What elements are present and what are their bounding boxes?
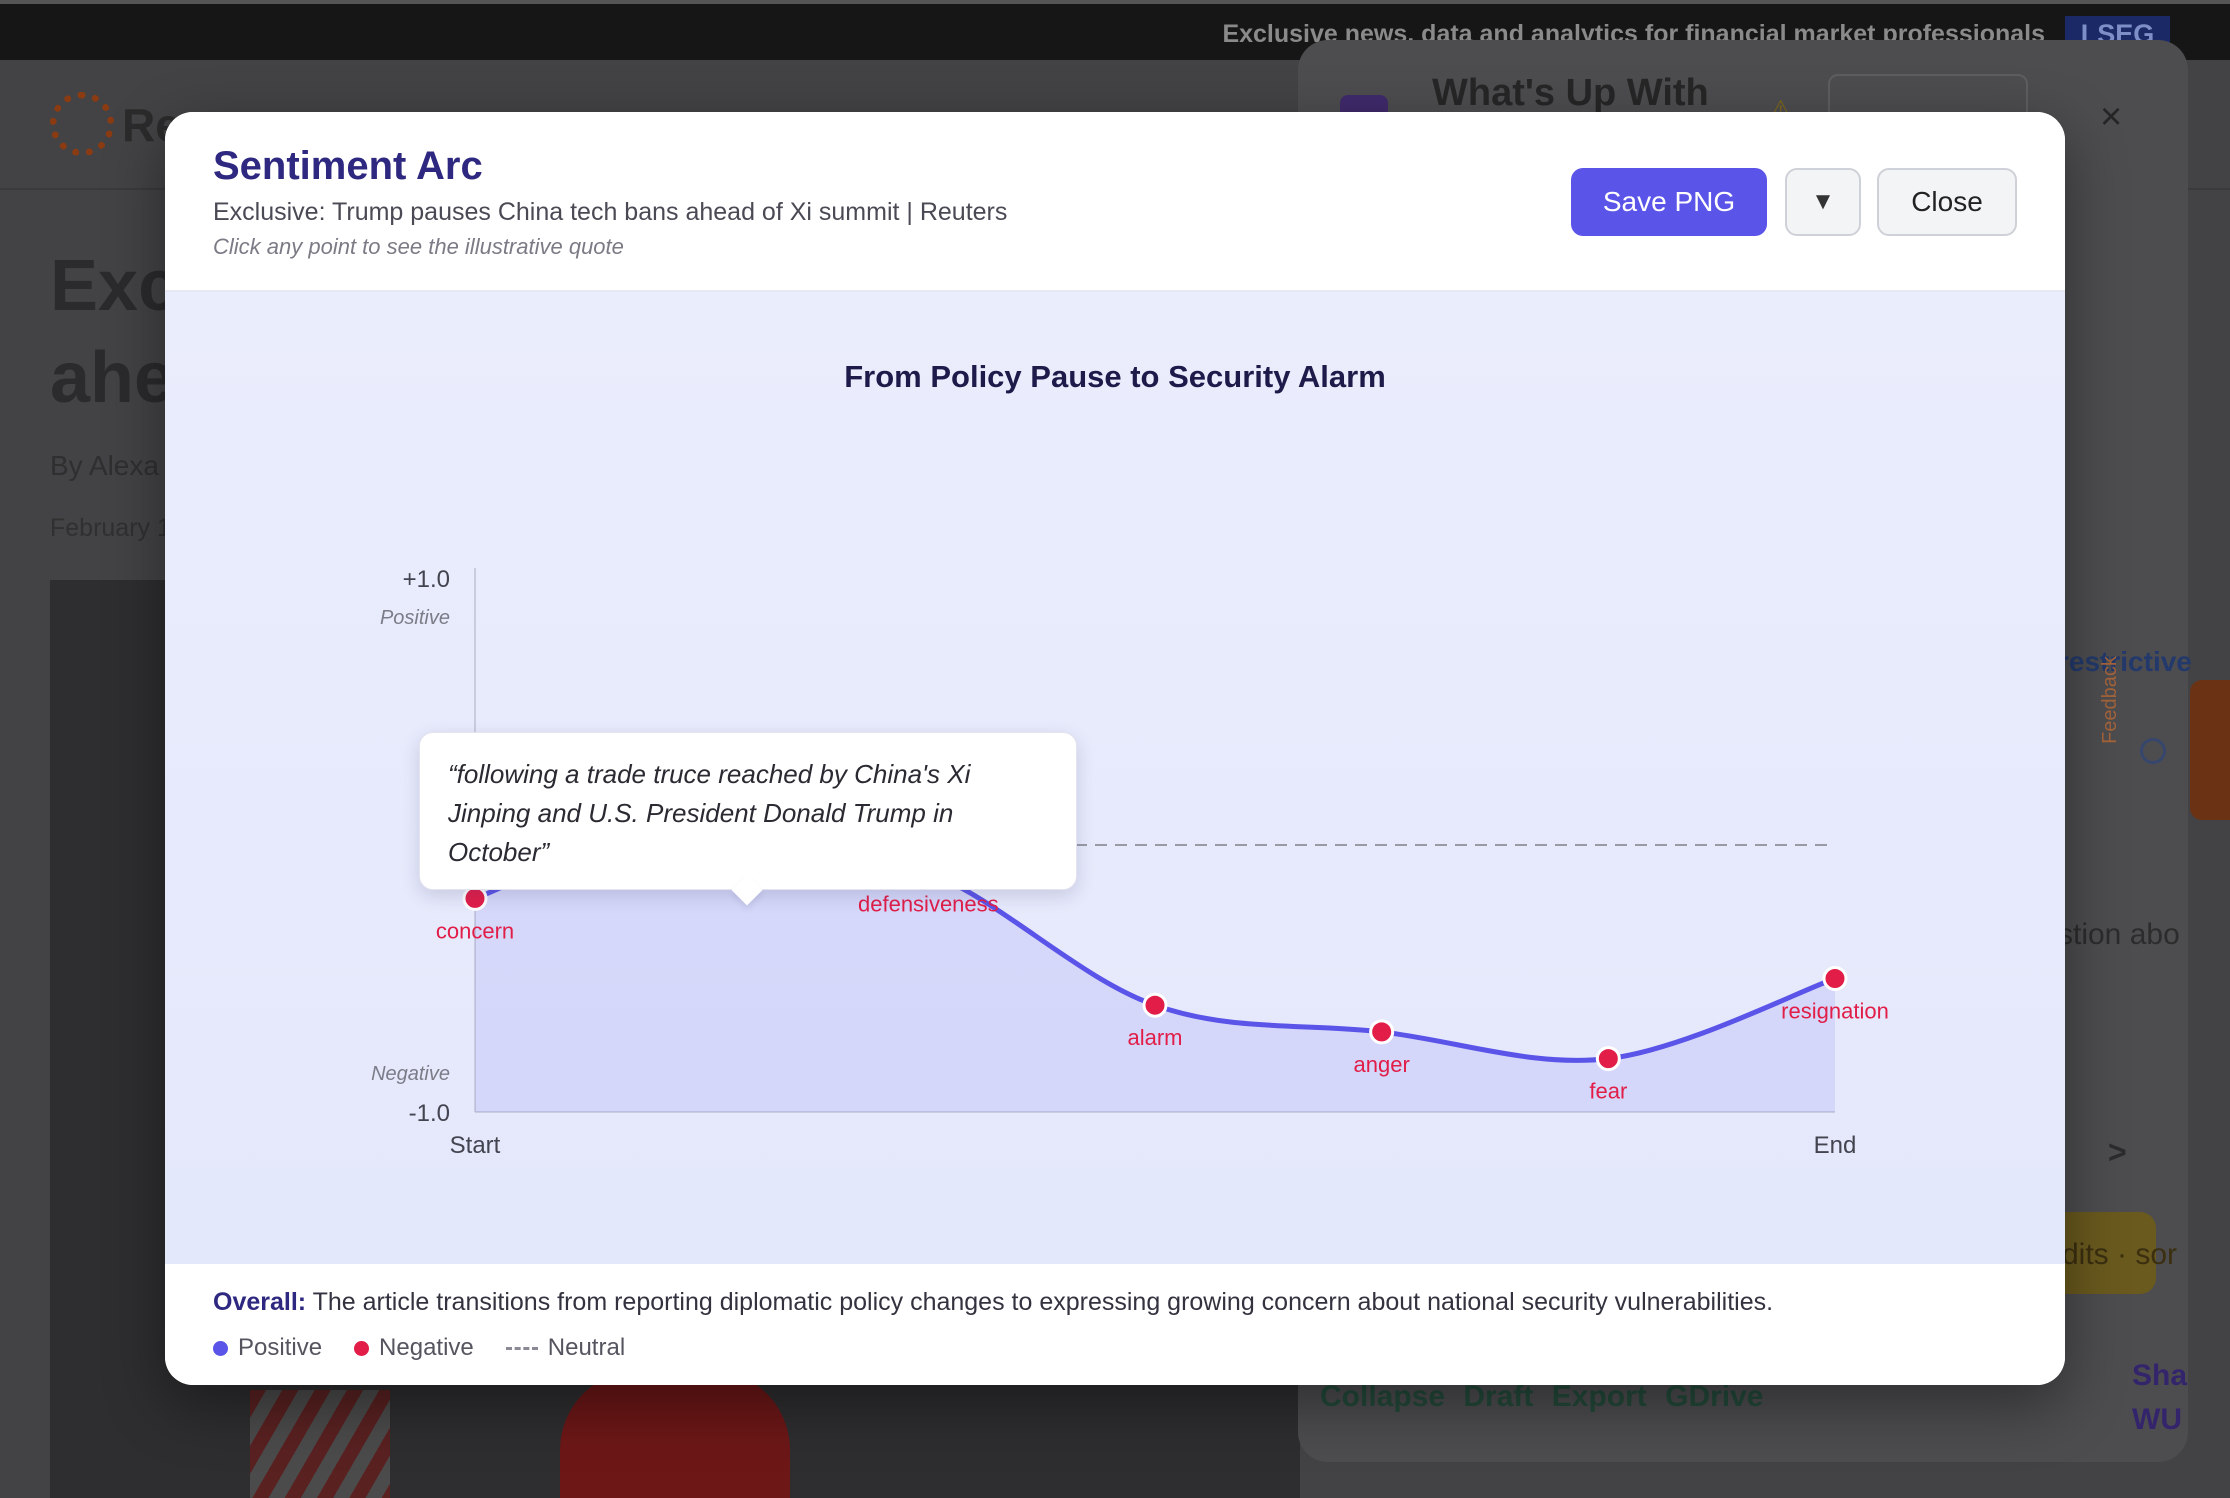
y-tick-label: -1.0 (409, 1100, 450, 1127)
feedback-label: Feedback (2099, 656, 2121, 744)
article-date: February 1 (50, 514, 171, 542)
y-tick-label: +1.0 (403, 566, 450, 593)
overall-summary: Overall: The article transitions from re… (213, 1288, 1773, 1317)
sentiment-point-alarm[interactable] (1142, 992, 1168, 1018)
modal-header: Sentiment Arc Exclusive: Trump pauses Ch… (165, 112, 2065, 292)
legend-neutral-label: Neutral (547, 1334, 626, 1361)
point-label-defensiveness: defensiveness (858, 892, 999, 917)
x-tick-start: Start (450, 1132, 501, 1159)
draft-button[interactable]: Draft (1463, 1380, 1534, 1413)
panel-question-input[interactable]: stion abo (2058, 918, 2180, 951)
quote-text: “following a trade truce reached by Chin… (448, 759, 971, 867)
panel-close-icon[interactable]: × (2100, 96, 2123, 138)
collapse-button[interactable]: Collapse (1320, 1380, 1446, 1413)
sentiment-chart: From Policy Pause to Security Alarm+1.00… (165, 292, 2065, 1264)
panel-radio-icon[interactable] (2140, 738, 2166, 764)
panel-title: What's Up With (1432, 72, 1709, 114)
panel-edits-text[interactable]: dits · sor (2062, 1238, 2178, 1271)
legend-positive-label: Positive (238, 1334, 323, 1361)
point-label-resignation: resignation (1781, 999, 1889, 1024)
article-byline[interactable]: By Alexa (50, 450, 159, 481)
save-png-button[interactable]: Save PNG (1571, 168, 1767, 236)
sentiment-area (475, 817, 1835, 1112)
sentiment-point-fear[interactable] (1595, 1046, 1621, 1072)
point-label-anger: anger (1354, 1052, 1410, 1077)
sentiment-arc-modal: Sentiment Arc Exclusive: Trump pauses Ch… (165, 112, 2065, 1385)
sentiment-point-anger[interactable] (1369, 1019, 1395, 1045)
panel-action-bar: Collapse Draft Export GDrive (1320, 1380, 1764, 1414)
photo-figure (560, 1370, 790, 1498)
close-button[interactable]: Close (1877, 168, 2017, 236)
legend-negative-label: Negative (379, 1334, 474, 1361)
export-button[interactable]: Export (1551, 1380, 1647, 1413)
point-label-fear: fear (1589, 1079, 1627, 1104)
modal-title: Sentiment Arc (213, 144, 483, 188)
chart-title: From Policy Pause to Security Alarm (844, 359, 1386, 394)
sentiment-point-resignation[interactable] (1822, 966, 1848, 991)
export-dropdown-button[interactable]: ▼ (1785, 168, 1861, 236)
y-annotation-positive: Positive (380, 607, 450, 629)
chart-legend: Positive Negative Neutral (213, 1334, 625, 1362)
y-annotation-negative: Negative (371, 1063, 450, 1085)
overall-text: The article transitions from reporting d… (312, 1288, 1774, 1316)
modal-subtitle: Exclusive: Trump pauses China tech bans … (213, 198, 1008, 226)
x-tick-end: End (1814, 1132, 1857, 1159)
panel-restrictive-text: restrictive (2058, 646, 2192, 677)
sentiment-point-concern[interactable] (462, 885, 488, 911)
legend-neutral: Neutral (505, 1334, 626, 1362)
quote-tooltip: “following a trade truce reached by Chin… (419, 732, 1077, 890)
article-headline: Exc ahe (50, 246, 179, 418)
point-label-concern: concern (436, 918, 514, 943)
gdrive-button[interactable]: GDrive (1665, 1380, 1764, 1413)
panel-next-arrow[interactable]: > (2108, 1134, 2127, 1170)
feedback-tab[interactable]: Feedback (2099, 656, 2230, 820)
negative-dot-icon (354, 1340, 370, 1356)
positive-dot-icon (213, 1340, 228, 1356)
photo-flag (250, 1390, 390, 1498)
panel-edits-badge[interactable] (2060, 1212, 2156, 1294)
share-button[interactable]: Sha WU (2132, 1359, 2188, 1436)
legend-positive: Positive (213, 1334, 322, 1362)
legend-negative: Negative (354, 1334, 474, 1362)
modal-hint: Click any point to see the illustrative … (213, 234, 624, 259)
neutral-dash-icon (505, 1346, 538, 1350)
overall-label: Overall: (213, 1288, 307, 1316)
reuters-logo-icon[interactable] (50, 92, 114, 156)
modal-footer: Overall: The article transitions from re… (165, 1264, 2065, 1385)
point-label-alarm: alarm (1127, 1025, 1182, 1050)
